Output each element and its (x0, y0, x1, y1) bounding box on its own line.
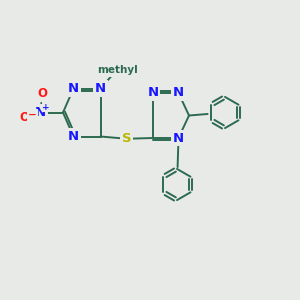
Text: +: + (42, 103, 50, 112)
Text: N: N (95, 82, 106, 95)
Text: −: − (28, 110, 37, 120)
Text: O: O (19, 111, 29, 124)
Text: N: N (35, 106, 46, 119)
Text: S: S (122, 132, 132, 145)
Text: N: N (173, 86, 184, 100)
Text: N: N (68, 130, 79, 143)
Text: O: O (37, 87, 47, 101)
Text: N: N (68, 82, 79, 95)
Text: methyl: methyl (97, 65, 137, 75)
Text: N: N (147, 86, 159, 100)
Text: N: N (173, 131, 184, 145)
